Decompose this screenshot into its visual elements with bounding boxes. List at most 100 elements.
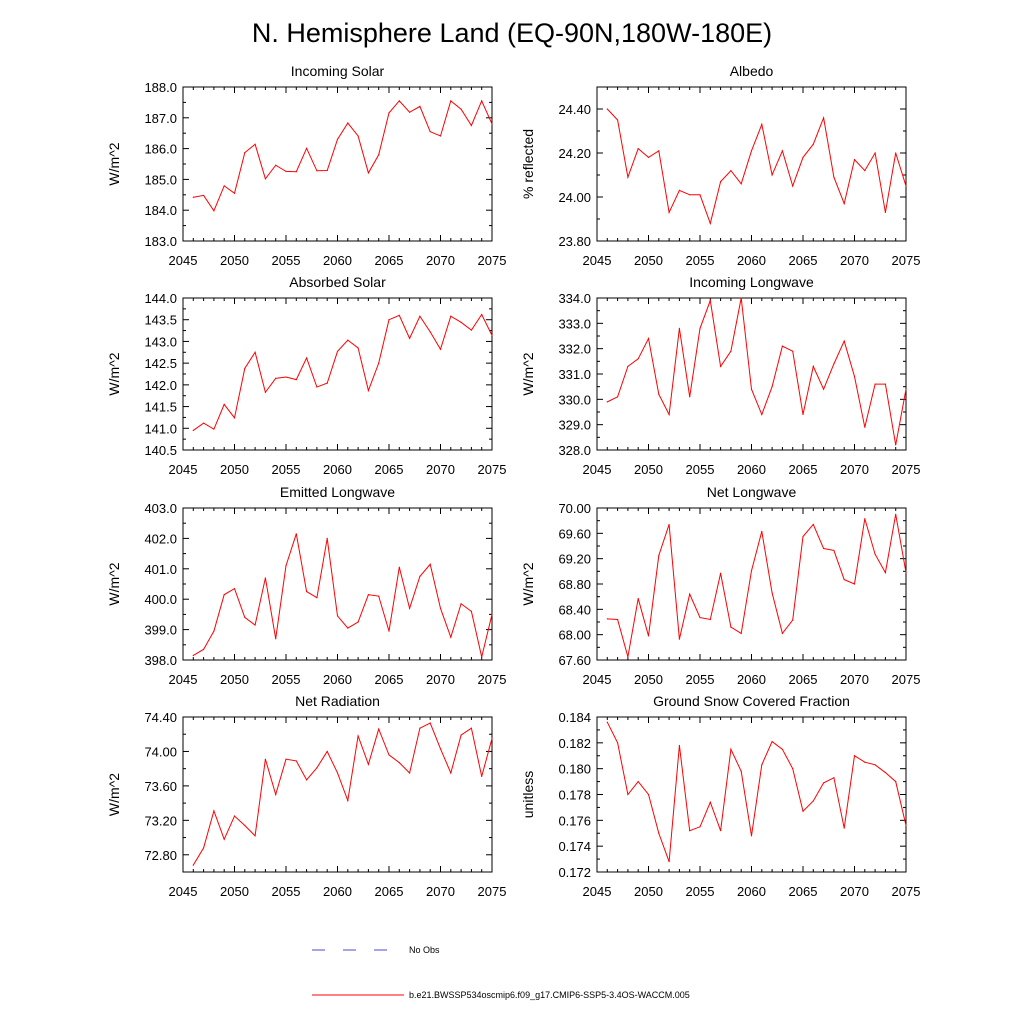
chart-title: Incoming Longwave <box>689 274 814 290</box>
data-point <box>658 832 660 834</box>
chart-title: Net Radiation <box>295 693 380 709</box>
data-point <box>781 632 784 635</box>
y-tick-label: 23.80 <box>558 234 591 249</box>
data-point <box>439 748 442 750</box>
data-point <box>833 777 835 779</box>
y-tick-label: 142.0 <box>144 378 177 393</box>
x-tick-label: 2050 <box>634 253 663 268</box>
y-tick-label: 401.0 <box>144 562 177 577</box>
data-point <box>761 123 763 125</box>
data-point <box>843 340 845 342</box>
data-point <box>617 618 619 621</box>
data-point <box>853 159 856 161</box>
data-point <box>491 123 493 125</box>
y-tick-label: 187.0 <box>144 111 177 126</box>
y-tick-label: 0.178 <box>558 788 591 803</box>
data-point <box>347 122 349 124</box>
data-point <box>254 835 256 837</box>
data-point <box>617 742 619 744</box>
series-line <box>607 297 907 446</box>
data-point <box>637 780 639 783</box>
x-tick-label: 2070 <box>426 253 455 268</box>
x-tick-label: 2070 <box>840 462 869 477</box>
data-point <box>812 365 814 367</box>
data-point <box>853 755 856 757</box>
x-tick-label: 2060 <box>737 253 766 268</box>
y-tick-label: 183.0 <box>144 234 177 249</box>
y-axis-label: W/m^2 <box>520 562 536 605</box>
data-point <box>720 181 722 183</box>
data-point <box>823 782 825 784</box>
data-point <box>316 597 318 599</box>
x-tick-label: 2065 <box>789 672 818 687</box>
data-point <box>367 172 369 174</box>
chart-panel-6: Net Longwave W/m^2 2045 2050 2055 2060 2065 207… <box>520 484 920 687</box>
data-point <box>627 176 629 178</box>
data-point <box>802 413 804 416</box>
data-point <box>678 189 681 191</box>
x-tick-label: 2060 <box>737 884 766 899</box>
y-tick-label: 185.0 <box>144 172 177 187</box>
y-tick-label: 400.0 <box>144 592 177 607</box>
y-tick-label: 0.172 <box>558 865 591 880</box>
data-point <box>668 523 670 526</box>
data-point <box>637 597 639 600</box>
y-tick-label: 140.5 <box>144 443 177 458</box>
chart-title: Emitted Longwave <box>280 484 395 500</box>
data-point <box>771 386 773 388</box>
plot-frame <box>182 86 493 242</box>
data-point <box>470 329 472 331</box>
data-point <box>761 530 763 533</box>
x-tick-label: 2050 <box>220 253 249 268</box>
data-point <box>481 100 483 102</box>
y-axis-label: W/m^2 <box>106 562 122 605</box>
data-point <box>460 108 462 110</box>
data-point <box>419 315 421 317</box>
y-tick-label: 398.0 <box>144 653 177 668</box>
data-point <box>192 196 194 198</box>
y-tick-label: 188.0 <box>144 80 177 95</box>
data-point <box>347 339 349 341</box>
data-point <box>689 194 691 196</box>
data-point <box>306 147 308 149</box>
x-tick-label: 2045 <box>583 884 612 899</box>
data-point <box>244 152 246 154</box>
x-tick-label: 2070 <box>426 884 455 899</box>
x-tick-label: 2055 <box>686 462 715 477</box>
data-point <box>285 758 287 760</box>
data-point <box>192 429 194 432</box>
data-point <box>750 150 753 152</box>
data-point <box>905 185 907 187</box>
data-point <box>223 838 225 840</box>
plot-frame <box>596 716 907 873</box>
data-point <box>203 422 205 424</box>
data-point <box>398 100 400 102</box>
data-point <box>439 348 442 350</box>
data-point <box>802 156 804 158</box>
data-point <box>843 203 845 205</box>
plot-frame <box>596 507 907 661</box>
data-point <box>895 444 897 446</box>
data-point <box>388 754 390 756</box>
data-point <box>213 630 215 632</box>
data-point <box>792 185 794 187</box>
data-point <box>905 388 907 390</box>
data-point <box>326 750 328 753</box>
y-tick-label: 69.60 <box>558 526 591 541</box>
y-tick-label: 333.0 <box>558 316 591 331</box>
data-point <box>895 513 897 515</box>
data-point <box>658 150 660 152</box>
y-tick-label: 74.00 <box>144 744 177 759</box>
data-point <box>668 413 670 416</box>
x-tick-label: 2055 <box>686 884 715 899</box>
x-tick-label: 2070 <box>840 253 869 268</box>
data-point <box>740 632 742 635</box>
x-tick-label: 2070 <box>426 462 455 477</box>
data-point <box>637 148 639 150</box>
x-tick-label: 2070 <box>840 672 869 687</box>
data-point <box>244 616 246 619</box>
data-point <box>378 728 380 730</box>
data-point <box>378 154 380 156</box>
data-point <box>336 350 339 353</box>
